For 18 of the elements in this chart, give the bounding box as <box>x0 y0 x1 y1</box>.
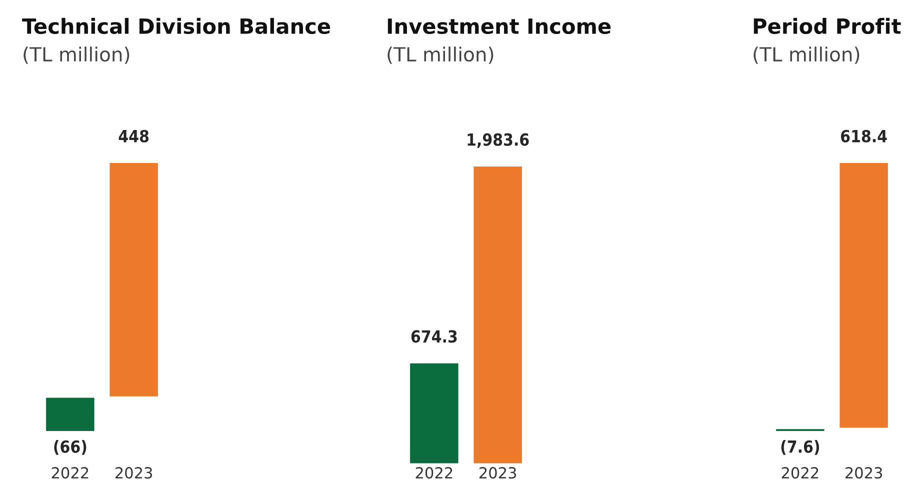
data-label: (7.6) <box>781 440 820 455</box>
chart-subtitle: (TL million) <box>388 46 494 64</box>
chart-subtitle: (TL million) <box>24 46 130 64</box>
data-label: 448 <box>118 130 149 142</box>
chart-subtitle: (TL million) <box>754 46 860 64</box>
chart-title: Period Profit <box>754 18 901 34</box>
x-tick-label: 2023 <box>845 467 882 479</box>
data-label: 618.4 <box>841 130 887 142</box>
chart-title: Technical Division Balance <box>22 18 330 34</box>
x-tick-label: 2022 <box>52 467 88 479</box>
x-tick-label: 2023 <box>115 467 152 479</box>
x-tick-label: 2022 <box>416 467 452 479</box>
chart-title: Investment Income <box>388 18 611 34</box>
x-tick-label: 2023 <box>479 467 516 479</box>
data-label: 1,983.6 <box>468 133 529 148</box>
data-label: 674.3 <box>411 330 457 343</box>
data-label: (66) <box>54 440 86 455</box>
x-tick-label: 2022 <box>782 467 818 479</box>
